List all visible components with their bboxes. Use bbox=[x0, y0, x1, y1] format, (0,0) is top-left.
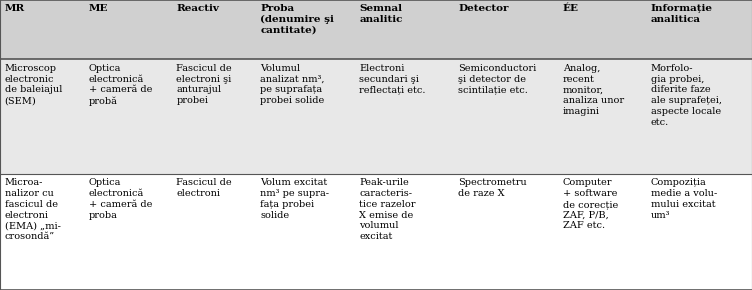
Text: Spectrometru
de raze X: Spectrometru de raze X bbox=[458, 178, 527, 198]
Text: Proba
(denumire şi
cantitate): Proba (denumire şi cantitate) bbox=[260, 4, 335, 35]
Bar bbox=[256, 59, 355, 174]
Bar bbox=[355, 0, 453, 59]
Text: Volumul
analizat nm³,
pe suprafața
probei solide: Volumul analizat nm³, pe suprafața probe… bbox=[260, 64, 325, 105]
Bar bbox=[355, 59, 453, 174]
Bar bbox=[172, 59, 256, 174]
Text: Peak-urile
caracteris-
tice razelor
X emise de
volumul
excitat: Peak-urile caracteris- tice razelor X em… bbox=[359, 178, 416, 241]
Text: Morfolo-
gia probei,
diferite faze
ale suprafeței,
aspecte locale
etc.: Morfolo- gia probei, diferite faze ale s… bbox=[650, 64, 721, 126]
Text: Computer
+ software
de corecție
ZAF, P/B,
ZAF etc.: Computer + software de corecție ZAF, P/B… bbox=[562, 178, 618, 230]
Text: Microa-
nalizor cu
fascicul de
electroni
(EMA) „mi-
crosondă”: Microa- nalizor cu fascicul de electroni… bbox=[5, 178, 60, 241]
Bar bbox=[646, 174, 752, 290]
Text: Informație
analitica: Informație analitica bbox=[650, 4, 713, 24]
Text: Optica
electronică
+ cameră de
proba: Optica electronică + cameră de proba bbox=[89, 178, 152, 220]
Bar bbox=[558, 174, 646, 290]
Text: ME: ME bbox=[89, 4, 108, 13]
Bar bbox=[172, 174, 256, 290]
Text: Detector: Detector bbox=[458, 4, 508, 13]
Text: ÉE: ÉE bbox=[562, 4, 578, 13]
Text: Compoziția
medie a volu-
mului excitat
um³: Compoziția medie a volu- mului excitat u… bbox=[650, 178, 717, 220]
Bar bbox=[558, 0, 646, 59]
Text: Reactiv: Reactiv bbox=[177, 4, 220, 13]
Bar bbox=[453, 174, 558, 290]
Text: Fascicul de
electroni: Fascicul de electroni bbox=[177, 178, 232, 198]
Bar bbox=[355, 174, 453, 290]
Bar bbox=[84, 59, 172, 174]
Bar bbox=[0, 0, 84, 59]
Bar bbox=[0, 174, 84, 290]
Bar bbox=[172, 0, 256, 59]
Bar bbox=[256, 174, 355, 290]
Text: Analog,
recent
monitor,
analiza unor
imagini: Analog, recent monitor, analiza unor ima… bbox=[562, 64, 623, 116]
Text: Electroni
secundari şi
reflectați etc.: Electroni secundari şi reflectați etc. bbox=[359, 64, 426, 94]
Text: Semnal
analitic: Semnal analitic bbox=[359, 4, 402, 24]
Text: Optica
electronică
+ cameră de
probă: Optica electronică + cameră de probă bbox=[89, 64, 152, 106]
Bar bbox=[256, 0, 355, 59]
Text: Volum excitat
nm³ pe supra-
fața probei
solide: Volum excitat nm³ pe supra- fața probei … bbox=[260, 178, 329, 220]
Bar bbox=[646, 59, 752, 174]
Bar bbox=[84, 174, 172, 290]
Bar bbox=[453, 0, 558, 59]
Bar bbox=[646, 0, 752, 59]
Bar bbox=[84, 0, 172, 59]
Bar bbox=[0, 59, 84, 174]
Text: Microscop
electronic
de baleiajul
(SEM): Microscop electronic de baleiajul (SEM) bbox=[5, 64, 62, 105]
Bar bbox=[558, 59, 646, 174]
Text: MR: MR bbox=[5, 4, 25, 13]
Bar bbox=[453, 59, 558, 174]
Text: Fascicul de
electroni şi
anturajul
probei: Fascicul de electroni şi anturajul probe… bbox=[177, 64, 232, 105]
Text: Semiconductori
şi detector de
scintilație etc.: Semiconductori şi detector de scintilați… bbox=[458, 64, 536, 94]
